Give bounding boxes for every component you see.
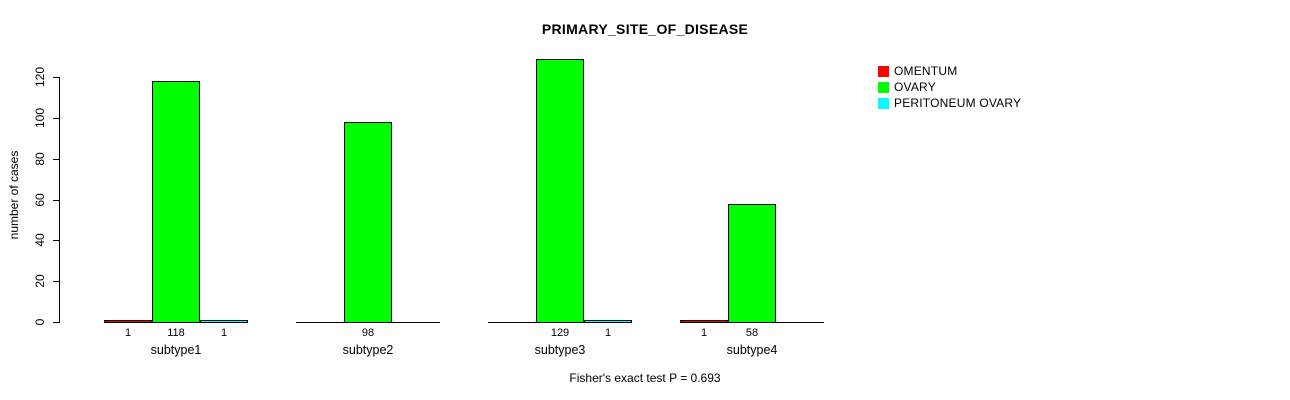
bar [344,122,392,322]
legend-item-omentum: OMENTUM [878,63,1021,79]
bar-value-label: 1 [604,327,612,339]
bar-value-label: 129 [550,327,570,339]
legend-item-ovary: OVARY [878,79,1021,95]
bar [584,320,632,322]
bar-value-label: 1 [124,327,132,339]
category-label: subtype4 [726,343,778,357]
y-tick-label: 40 [33,233,47,247]
bar [152,81,200,322]
legend-swatch-ovary [878,81,889,93]
legend: OMENTUM OVARY PERITONEUM OVARY [878,63,1021,111]
category-label: subtype1 [150,343,202,357]
x-axis-baseline [488,322,632,323]
bar [200,320,248,322]
y-axis-tick [53,159,60,160]
y-axis-tick [53,77,60,78]
legend-label-omentum: OMENTUM [894,64,958,78]
bar [680,320,728,322]
category-label: subtype3 [534,343,586,357]
chart-title: PRIMARY_SITE_OF_DISEASE [541,21,749,37]
bar [728,204,776,322]
x-axis-baseline [104,322,248,323]
bar-value-label: 1 [220,327,228,339]
y-tick-label: 60 [33,193,47,207]
y-tick-label: 120 [33,66,47,88]
x-axis-baseline [680,322,824,323]
y-axis-tick [53,240,60,241]
y-axis-tick [53,200,60,201]
y-tick-label: 80 [33,152,47,166]
bar-value-label: 58 [745,327,759,339]
bar [104,320,152,322]
bar-value-label: 1 [700,327,708,339]
y-tick-label: 20 [33,274,47,288]
bar-value-label: 98 [361,327,375,339]
y-axis-tick [53,322,60,323]
legend-swatch-peritoneum-ovary [878,97,889,109]
y-axis-tick [53,118,60,119]
legend-swatch-omentum [878,65,889,77]
y-tick-label: 100 [33,107,47,129]
category-label: subtype2 [342,343,394,357]
legend-label-peritoneum-ovary: PERITONEUM OVARY [894,96,1022,110]
legend-label-ovary: OVARY [894,80,936,94]
y-axis-tick [53,281,60,282]
y-tick-label: 0 [33,318,47,326]
x-axis-baseline [296,322,440,323]
bar-value-label: 118 [167,327,185,339]
y-axis-label: number of cases [7,150,21,240]
bar [536,59,584,322]
legend-item-peritoneum-ovary: PERITONEUM OVARY [878,95,1021,111]
statistical-test-annotation: Fisher's exact test P = 0.693 [569,371,721,385]
